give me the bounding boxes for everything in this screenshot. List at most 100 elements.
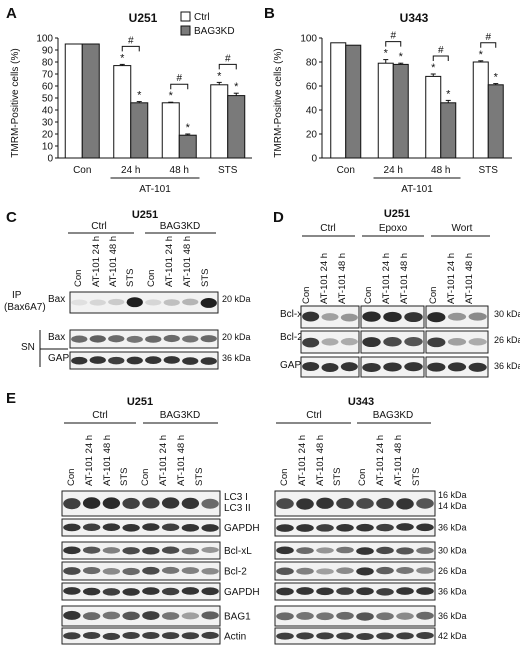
bar-bag3kd-0 (345, 44, 362, 159)
panel-e-right-row5-frame (274, 605, 436, 627)
y-tick-label: 80 (42, 58, 54, 69)
panel-d-row0-g2-band (468, 312, 487, 321)
panel-d-letter: D (273, 209, 284, 226)
panel-e-right-row3-band (396, 566, 414, 574)
lane-label: AT-101 24 h (319, 253, 330, 304)
panel-e-left-row3-band (201, 567, 219, 575)
panel-a: A U251 TMRM-Positive cells (%) Ctrl BAG3… (6, 5, 252, 195)
panel-e-left-row6-band (142, 631, 160, 640)
panel-e-right-row3-frame (274, 561, 436, 581)
lane-label: Con (73, 270, 84, 287)
panel-e-right-row3-band (376, 566, 394, 575)
panel-e-right-row1-band (396, 523, 414, 531)
panel-c-bax-sn-band (163, 334, 180, 343)
significance-bracket (218, 63, 237, 70)
panel-e-right-row6-band (276, 632, 294, 640)
panel-d: D U251 Ctrl Epoxo Wort Con AT-101 24 h AT-… (273, 208, 520, 378)
panel-e-left-row0-band (63, 498, 81, 510)
significance-hash: # (438, 45, 444, 56)
panel-e-left-row0-band (102, 497, 121, 509)
bar-ctrl-3 (472, 61, 489, 159)
significance-star: * (186, 122, 191, 134)
panel-c-gapdh-band (89, 356, 106, 364)
legend-bag3kd-swatch (180, 25, 191, 36)
lane-label: AT-101 24 h (158, 435, 169, 486)
panel-e-left-row5-frame (61, 605, 221, 627)
panel-e-left-row1-band (142, 523, 160, 531)
significance-hash: # (176, 73, 182, 84)
panel-e-size-label: 36 kDa (438, 611, 467, 621)
x-tick-label: 24 h (384, 165, 403, 176)
legend-ctrl-label: Ctrl (194, 12, 210, 23)
panel-e-left-row6-frame (61, 627, 221, 645)
significance-star: * (384, 48, 389, 60)
panel-d-row2-g1-band (404, 362, 423, 372)
y-tick-label: 100 (36, 34, 53, 45)
panel-d-row1-g1-band (404, 336, 423, 347)
lane-label: STS (200, 269, 211, 287)
panel-e-right-row4-band (416, 587, 434, 595)
panel-e-left-row1-band (161, 523, 180, 531)
panel-e-size-label: 36 kDa (438, 587, 467, 597)
panel-e-right-row2-band (316, 547, 334, 554)
panel-c-gapdh-band (108, 356, 125, 365)
panel-c-bax-sn-band (126, 335, 143, 343)
panel-e-left-row3-frame (61, 561, 221, 581)
panel-e-left-row5-band (122, 611, 140, 621)
panel-c-title: U251 (132, 209, 158, 221)
panel-e-right-row2-band (396, 547, 414, 555)
y-tick-label: 60 (306, 82, 318, 93)
panel-c-bax-sn-band (71, 335, 88, 343)
lane-label: AT-101 48 h (399, 253, 410, 304)
panel-e-right-row3-band (296, 567, 314, 575)
panel-e-left-row4-band (122, 588, 140, 596)
panel-e-size-label: 30 kDa (438, 546, 467, 556)
panel-e-size-label: 36 kDa (438, 523, 467, 533)
lane-label: STS (119, 468, 130, 486)
legend-ctrl-swatch (180, 11, 191, 22)
y-tick-label: 80 (306, 58, 318, 69)
panel-e-row-label: LC3 I (224, 492, 248, 503)
panel-e-blots (61, 490, 436, 645)
panel-c-size-bax-sn: 20 kDa (222, 332, 251, 342)
panel-e-left-row3-band (82, 566, 101, 575)
significance-hash: # (128, 35, 134, 46)
panel-e-right-row5-band (396, 612, 414, 620)
y-tick-label: 40 (306, 106, 318, 117)
panel-e-left-row6-band (102, 632, 121, 640)
significance-bracket (432, 55, 449, 61)
panel-e-right-row1-band (336, 523, 354, 532)
y-tick-label: 60 (42, 82, 54, 93)
panel-d-title: U251 (384, 208, 410, 220)
bar-ctrl-3 (210, 84, 229, 159)
lane-label: AT-101 24 h (446, 253, 457, 304)
panel-e-left-row4-band (161, 587, 180, 596)
lane-label: Con (140, 469, 151, 486)
panel-e-right-row3-band (276, 567, 294, 576)
panel-d-row0-g0-band (321, 313, 339, 321)
panel-b-title: U343 (400, 11, 429, 25)
panel-e-left-row2-band (122, 547, 140, 555)
panel-c-blots (69, 291, 219, 370)
panel-e-right-row0-band (316, 497, 334, 509)
panel-d-row1-g1-band (362, 337, 381, 348)
legend-bag3kd-label: BAG3KD (194, 26, 235, 37)
panel-c-gapdh-band (163, 356, 180, 364)
panel-e-right-row0-band (376, 497, 394, 509)
panel-e-right-row2-frame (274, 541, 436, 560)
lane-label: AT-101 24 h (375, 435, 386, 486)
panel-e-left-row4-band (181, 587, 200, 595)
panel-d-size-bcl2: 26 kDa (494, 335, 520, 345)
panel-e-left-row0-band (161, 497, 180, 509)
panel-e-left-row0-band (142, 497, 160, 509)
panel-c-bax-sn-label: Bax (48, 332, 65, 343)
panel-e-right-row1-frame (274, 518, 436, 537)
x-tick-label: STS (479, 165, 499, 176)
panel-e-left-row5-band (161, 612, 180, 620)
lane-label: AT-101 48 h (337, 253, 348, 304)
panel-e-left-row5-band (201, 611, 219, 620)
panel-d-row2-g2-band (468, 362, 487, 372)
panel-c-bax-sn-band (89, 335, 106, 343)
panel-e-left-row5-band (142, 611, 160, 620)
panel-c-bax-ip-label: Bax (48, 294, 65, 305)
